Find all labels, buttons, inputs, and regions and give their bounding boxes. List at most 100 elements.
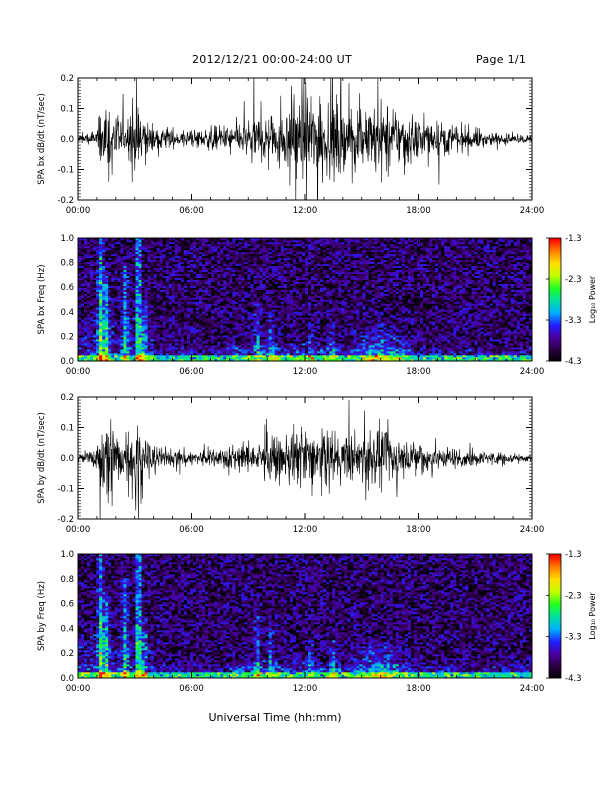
heatmap-cell [229,243,233,247]
heatmap-cell [84,359,88,362]
heatmap-cell [186,259,191,263]
heatmap-cell [171,341,176,344]
heatmap-cell [81,291,85,294]
heatmap-cell [87,247,91,251]
heatmap-cell [298,341,303,344]
heatmap-cell [99,315,103,318]
heatmap-cell [144,331,148,334]
heatmap-cell [217,355,221,358]
heatmap-cell [205,283,209,286]
heatmap-cell [117,307,121,310]
heatmap-cell [138,341,142,344]
heatmap-cell [177,293,182,296]
heatmap-cell [87,257,91,261]
heatmap-cell [196,305,200,308]
heatmap-cell [311,347,315,350]
heatmap-cell [271,347,276,350]
heatmap-cell [301,265,306,269]
heatmap-cell [193,301,197,304]
heatmap-cell [193,281,197,284]
heatmap-cell [286,271,291,275]
heatmap-cell [180,343,185,346]
heatmap-cell [295,357,300,360]
heatmap-cell [311,349,315,352]
heatmap-cell [120,251,124,255]
heatmap-cell [141,303,145,306]
heatmap-cell [174,281,179,284]
heatmap-cell [99,243,103,247]
heatmap-cell [238,259,242,263]
heatmap-cell [84,275,88,278]
heatmap-cell [250,265,254,269]
heatmap-cell [189,275,194,278]
heatmap-cell [196,329,200,332]
heatmap-cell [208,323,212,326]
heatmap-cell [238,351,242,354]
heatmap-cell [196,337,200,340]
heatmap-cell [147,271,151,275]
heatmap-cell [241,238,245,241]
heatmap-cell [84,247,88,251]
heatmap-cell [165,281,170,284]
heatmap-cell [117,273,121,276]
heatmap-cell [211,317,215,320]
heatmap-cell [280,349,285,352]
heatmap-cell [283,297,288,300]
heatmap-cell [177,269,182,273]
heatmap-cell [141,255,145,259]
heatmap-cell [111,245,115,249]
heatmap-cell [286,281,291,284]
heatmap-cell [159,239,164,243]
heatmap-cell [193,351,197,354]
heatmap-cell [253,267,257,271]
heatmap-cell [223,329,227,332]
heatmap-cell [189,255,194,259]
heatmap-cell [295,271,300,275]
heatmap-cell [289,291,294,294]
heatmap-cell [308,355,312,358]
heatmap-cell [150,291,154,294]
heatmap-cell [199,281,203,284]
heatmap-cell [268,327,273,330]
heatmap-cell [144,295,148,298]
heatmap-cell [189,257,194,261]
heatmap-cell [120,339,124,342]
heatmap-cell [208,241,212,245]
heatmap-cell [274,287,279,290]
heatmap-cell [256,247,260,251]
heatmap-cell [168,243,173,247]
heatmap-cell [129,335,133,338]
heatmap-cell [87,259,91,263]
heatmap-cell [177,267,182,271]
heatmap-cell [93,255,97,259]
heatmap-cell [117,259,121,263]
heatmap-cell [126,321,130,324]
heatmap-cell [123,317,127,320]
heatmap-cell [111,291,115,294]
heatmap-cell [135,259,139,263]
heatmap-cell [259,343,263,346]
heatmap-cell [238,323,242,326]
heatmap-cell [286,249,291,253]
heatmap-cell [147,289,151,292]
heatmap-cell [174,283,179,286]
heatmap-cell [135,245,139,249]
heatmap-cell [165,353,170,356]
heatmap-cell [183,357,188,360]
heatmap-cell [153,319,157,322]
heatmap-cell [87,263,91,267]
heatmap-cell [277,337,282,340]
heatmap-cell [87,265,91,269]
heatmap-cell [205,305,209,308]
heatmap-cell [114,337,118,340]
heatmap-cell [244,299,248,302]
heatmap-cell [262,287,266,290]
heatmap-cell [162,335,167,338]
heatmap-cell [265,355,269,358]
heatmap-cell [177,255,182,259]
heatmap-cell [292,347,297,350]
heatmap-cell [138,289,142,292]
heatmap-cell [244,291,248,294]
heatmap-cell [295,279,300,282]
heatmap-cell [132,339,136,342]
